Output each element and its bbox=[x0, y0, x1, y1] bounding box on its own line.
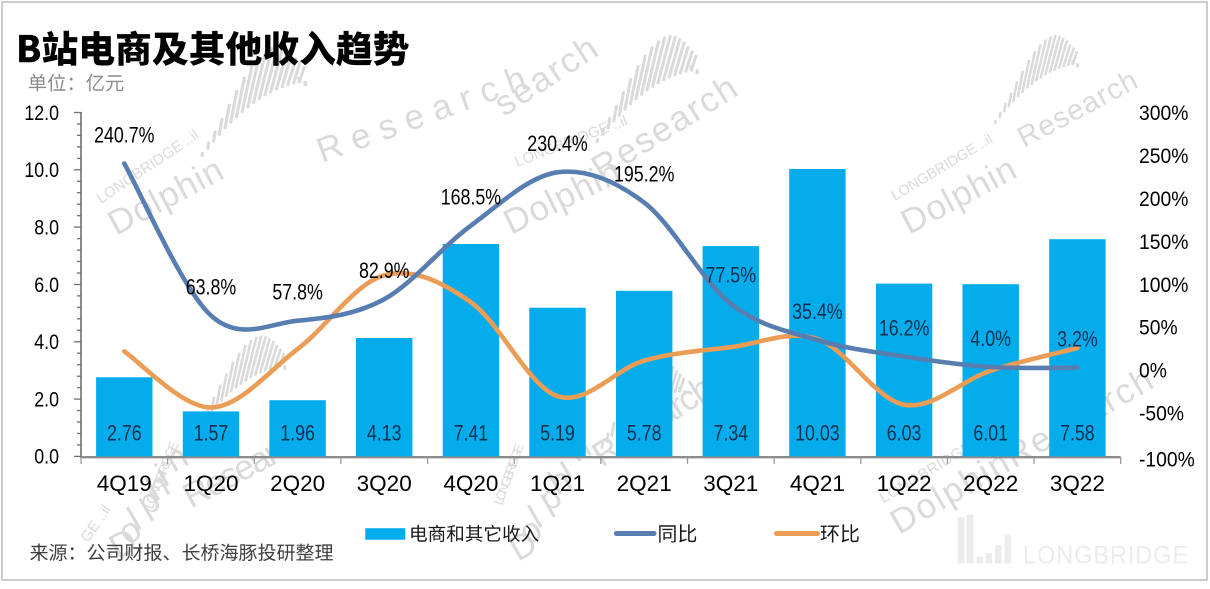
svg-text:2.76: 2.76 bbox=[107, 421, 142, 446]
svg-text:230.4%: 230.4% bbox=[527, 131, 587, 156]
svg-text:1.96: 1.96 bbox=[280, 421, 315, 446]
svg-text:250%: 250% bbox=[1139, 145, 1188, 168]
svg-text:7.34: 7.34 bbox=[714, 421, 749, 446]
svg-text:57.8%: 57.8% bbox=[272, 280, 323, 305]
svg-text:3Q21: 3Q21 bbox=[703, 471, 758, 496]
svg-text:-50%: -50% bbox=[1139, 403, 1184, 426]
svg-text:150%: 150% bbox=[1139, 231, 1188, 254]
svg-text:3.2%: 3.2% bbox=[1057, 327, 1098, 352]
svg-text:10.03: 10.03 bbox=[795, 421, 840, 446]
svg-text:4.13: 4.13 bbox=[367, 421, 402, 446]
svg-text:12.0: 12.0 bbox=[24, 102, 59, 125]
svg-text:6.01: 6.01 bbox=[973, 421, 1008, 446]
svg-text:200%: 200% bbox=[1139, 188, 1188, 211]
svg-text:2Q20: 2Q20 bbox=[270, 471, 325, 496]
svg-text:63.8%: 63.8% bbox=[186, 274, 237, 299]
svg-text:4Q21: 4Q21 bbox=[790, 471, 845, 496]
svg-text:4Q20: 4Q20 bbox=[443, 471, 498, 496]
svg-text:168.5%: 168.5% bbox=[441, 184, 501, 209]
svg-text:0.0: 0.0 bbox=[34, 446, 59, 469]
svg-text:6.03: 6.03 bbox=[887, 421, 922, 446]
svg-text:0%: 0% bbox=[1139, 360, 1167, 383]
svg-text:300%: 300% bbox=[1139, 102, 1188, 125]
svg-text:50%: 50% bbox=[1139, 317, 1178, 340]
svg-text:4Q19: 4Q19 bbox=[97, 471, 152, 496]
svg-text:16.2%: 16.2% bbox=[879, 315, 930, 340]
svg-text:1Q22: 1Q22 bbox=[877, 471, 932, 496]
svg-text:2Q22: 2Q22 bbox=[963, 471, 1018, 496]
svg-text:4.0%: 4.0% bbox=[970, 326, 1011, 351]
svg-text:2.0: 2.0 bbox=[34, 388, 59, 411]
svg-text:5.19: 5.19 bbox=[540, 421, 575, 446]
svg-text:4.0: 4.0 bbox=[34, 331, 59, 354]
svg-text:7.41: 7.41 bbox=[454, 421, 489, 446]
svg-text:240.7%: 240.7% bbox=[94, 122, 154, 147]
svg-text:1Q21: 1Q21 bbox=[530, 471, 585, 496]
svg-text:100%: 100% bbox=[1139, 274, 1188, 297]
svg-text:3Q22: 3Q22 bbox=[1050, 471, 1105, 496]
svg-text:2Q21: 2Q21 bbox=[617, 471, 672, 496]
svg-text:3Q20: 3Q20 bbox=[357, 471, 412, 496]
svg-text:35.4%: 35.4% bbox=[792, 299, 843, 324]
svg-text:1Q20: 1Q20 bbox=[183, 471, 238, 496]
svg-text:LONGBRIDGE: LONGBRIDGE bbox=[1023, 542, 1189, 570]
svg-text:5.78: 5.78 bbox=[627, 421, 662, 446]
svg-text:195.2%: 195.2% bbox=[614, 161, 674, 186]
svg-text:-100%: -100% bbox=[1139, 449, 1195, 472]
svg-text:1.57: 1.57 bbox=[194, 421, 229, 446]
svg-text:10.0: 10.0 bbox=[24, 159, 59, 182]
svg-text:77.5%: 77.5% bbox=[706, 263, 757, 288]
svg-text:6.0: 6.0 bbox=[34, 274, 59, 297]
svg-text:8.0: 8.0 bbox=[34, 216, 59, 239]
svg-text:7.58: 7.58 bbox=[1060, 421, 1095, 446]
svg-text:82.9%: 82.9% bbox=[359, 258, 410, 283]
